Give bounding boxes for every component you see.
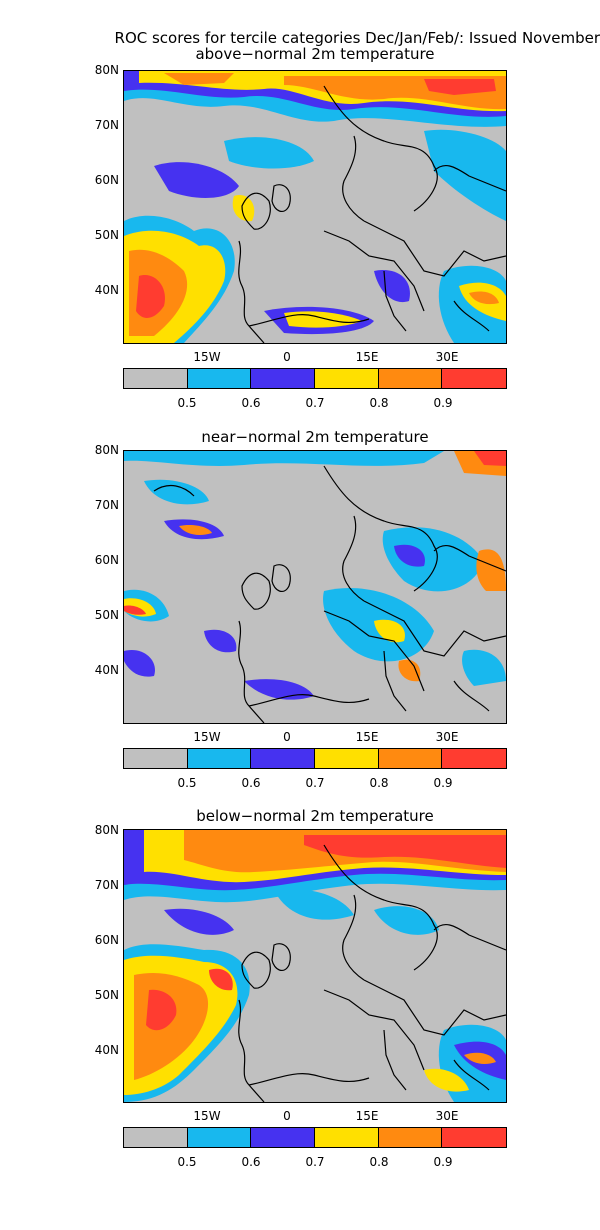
colorbar-label: 0.9 — [433, 1155, 453, 1169]
lon-label-15w: 15W — [193, 1109, 221, 1123]
lat-label-50n: 50N — [94, 988, 119, 1002]
lat-label-70n: 70N — [94, 118, 119, 132]
lat-label-70n: 70N — [94, 498, 119, 512]
roc-map-svg — [124, 451, 506, 723]
colorbar-seg-4 — [378, 369, 443, 388]
lat-label-70n: 70N — [94, 878, 119, 892]
colorbar — [123, 368, 507, 389]
roc-map-svg — [124, 71, 506, 343]
colorbar-label: 0.9 — [433, 396, 453, 410]
panel-title: above−normal 2m temperature — [195, 45, 435, 63]
lon-label-15e: 15E — [355, 350, 379, 364]
colorbar-seg-5 — [442, 369, 507, 388]
panel-title: below−normal 2m temperature — [196, 807, 434, 825]
colorbar-label: 0.8 — [369, 1155, 389, 1169]
lat-label-60n: 60N — [94, 933, 119, 947]
colorbar-seg-0 — [124, 1128, 188, 1147]
colorbar-seg-5 — [442, 1128, 507, 1147]
colorbar-seg-1 — [187, 749, 252, 768]
colorbar-label: 0.8 — [369, 776, 389, 790]
map-above-normal — [123, 70, 507, 344]
colorbar-seg-1 — [187, 369, 252, 388]
lon-label-30e: 30E — [435, 350, 459, 364]
colorbar-label: 0.7 — [305, 396, 325, 410]
lon-label-30e: 30E — [435, 730, 459, 744]
colorbar-seg-2 — [251, 749, 316, 768]
lon-label-15e: 15E — [355, 730, 379, 744]
lon-label-0: 0 — [283, 350, 291, 364]
lon-label-0: 0 — [283, 1109, 291, 1123]
colorbar-seg-0 — [124, 749, 188, 768]
lon-label-15w: 15W — [193, 730, 221, 744]
lat-label-40n: 40N — [94, 663, 119, 677]
colorbar-seg-4 — [378, 749, 443, 768]
roc-map-svg — [124, 830, 506, 1102]
colorbar-label: 0.7 — [305, 776, 325, 790]
colorbar-seg-4 — [378, 1128, 443, 1147]
colorbar-label: 0.5 — [177, 1155, 197, 1169]
lat-label-60n: 60N — [94, 173, 119, 187]
colorbar-seg-2 — [251, 369, 316, 388]
colorbar-label: 0.6 — [241, 776, 261, 790]
map-below-normal — [123, 829, 507, 1103]
colorbar-label: 0.6 — [241, 396, 261, 410]
lat-label-60n: 60N — [94, 553, 119, 567]
colorbar-seg-3 — [315, 369, 379, 388]
colorbar-seg-0 — [124, 369, 188, 388]
main-title: ROC scores for tercile categories Dec/Ja… — [114, 29, 600, 47]
colorbar — [123, 1127, 507, 1148]
lon-label-15e: 15E — [355, 1109, 379, 1123]
panel-title: near−normal 2m temperature — [201, 428, 429, 446]
colorbar-seg-2 — [251, 1128, 316, 1147]
colorbar-label: 0.9 — [433, 776, 453, 790]
colorbar-label: 0.5 — [177, 396, 197, 410]
colorbar-label: 0.5 — [177, 776, 197, 790]
colorbar-seg-3 — [315, 749, 379, 768]
colorbar-label: 0.7 — [305, 1155, 325, 1169]
lat-label-80n: 80N — [94, 823, 119, 837]
colorbar-label: 0.8 — [369, 396, 389, 410]
lon-label-0: 0 — [283, 730, 291, 744]
colorbar-seg-5 — [442, 749, 507, 768]
colorbar-seg-3 — [315, 1128, 379, 1147]
lat-label-50n: 50N — [94, 228, 119, 242]
lat-label-50n: 50N — [94, 608, 119, 622]
lat-label-40n: 40N — [94, 283, 119, 297]
lon-label-15w: 15W — [193, 350, 221, 364]
lat-label-40n: 40N — [94, 1043, 119, 1057]
lat-label-80n: 80N — [94, 443, 119, 457]
lon-label-30e: 30E — [435, 1109, 459, 1123]
map-near-normal — [123, 450, 507, 724]
colorbar-seg-1 — [187, 1128, 252, 1147]
colorbar — [123, 748, 507, 769]
lat-label-80n: 80N — [94, 63, 119, 77]
colorbar-label: 0.6 — [241, 1155, 261, 1169]
